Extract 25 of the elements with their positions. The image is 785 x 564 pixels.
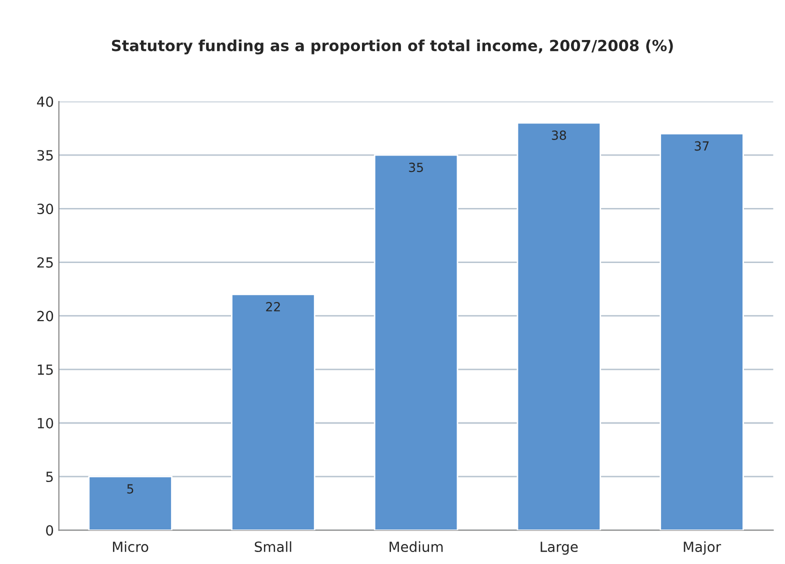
- x-tick-label: Micro: [112, 541, 148, 552]
- y-tick-label: 40: [37, 96, 54, 107]
- y-tick-label: 5: [46, 472, 53, 482]
- y-tick-label: 15: [38, 364, 53, 375]
- data-label: 38: [552, 130, 566, 140]
- y-tick-label: 20: [37, 310, 54, 322]
- data-label: 22: [266, 302, 280, 312]
- bar: [231, 294, 316, 530]
- bar: [374, 154, 458, 530]
- x-tick-label: Medium: [390, 541, 443, 552]
- y-tick-label: 25: [37, 257, 53, 268]
- bar: [660, 132, 744, 530]
- y-tick-label: 30: [37, 204, 54, 214]
- data-label: 5: [127, 484, 134, 494]
- y-tick-label: 35: [37, 150, 53, 161]
- bar: [516, 122, 602, 530]
- y-tick-label: 0: [46, 525, 54, 536]
- data-label: 37: [694, 141, 709, 151]
- bar: [88, 476, 172, 530]
- y-tick-label: 10: [38, 418, 54, 428]
- chart-title: Statutory funding as a proportion of total income, 2007/2008 (%): [112, 39, 673, 54]
- data-label: 35: [409, 162, 423, 172]
- x-tick-label: Small: [254, 541, 292, 552]
- x-tick-label: Large: [540, 542, 578, 555]
- x-tick-label: Major: [684, 541, 722, 555]
